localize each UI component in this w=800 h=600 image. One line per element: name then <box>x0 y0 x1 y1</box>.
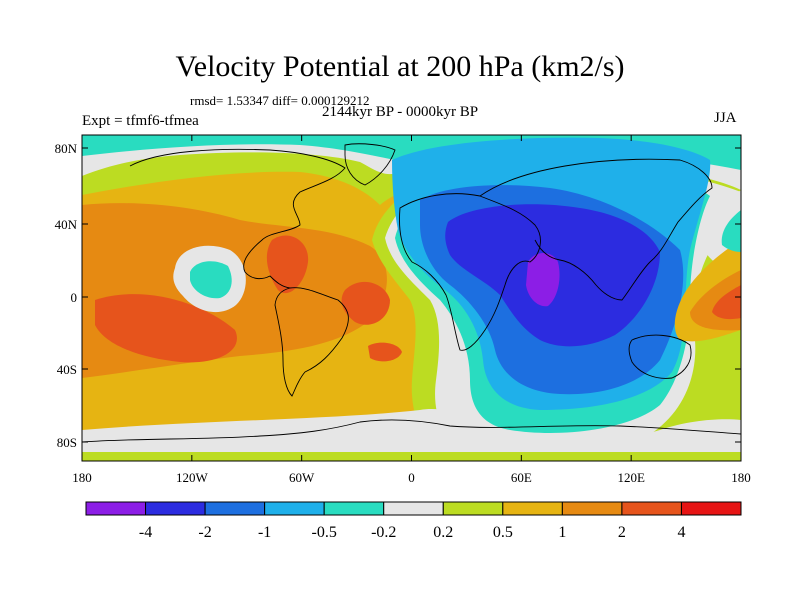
colorbar-swatch <box>323 501 385 516</box>
lat-tick-label: 80S <box>57 435 77 450</box>
lon-tick-label: 120E <box>617 470 645 485</box>
field-southatl-4 <box>368 342 402 362</box>
field-loop-teal <box>190 261 232 299</box>
colorbar-swatch <box>680 501 742 516</box>
field-wpac-4 <box>712 285 741 320</box>
colorbar-label: 4 <box>677 524 685 541</box>
colorbar-label: 0.2 <box>433 524 453 541</box>
coast-greenland <box>344 143 396 186</box>
colorbar-swatch <box>264 501 325 516</box>
colorbar-swatch <box>145 501 206 516</box>
field-wpac-teal <box>721 210 741 252</box>
figure-title: Velocity Potential at 200 hPa (km2/s) <box>175 50 625 83</box>
field-south-white <box>82 409 741 461</box>
colorbar-label: -2 <box>198 524 211 541</box>
coast-north-america <box>129 148 346 289</box>
colorbar-swatch <box>204 501 266 516</box>
colorbar-swatch <box>561 501 623 516</box>
experiment-label: Expt = tfmf6-tfmea <box>82 113 199 129</box>
lon-tick-label: 180 <box>72 470 92 485</box>
colorbar-label: -4 <box>139 524 152 541</box>
lat-tick-label: 80N <box>55 141 78 156</box>
colorbar-swatch <box>442 501 504 516</box>
colorbar-label: -0.5 <box>312 524 337 541</box>
lon-tick-label: 0 <box>408 470 415 485</box>
coast-australia <box>628 334 692 379</box>
season-label: JJA <box>714 110 737 126</box>
coast-south-america <box>274 287 349 397</box>
lat-tick-label: 40S <box>57 362 77 377</box>
lat-tick-label: 40N <box>55 217 78 232</box>
colorbar-label: 1 <box>558 524 566 541</box>
field-atlantic-4 <box>341 281 390 325</box>
field-west-4 <box>95 294 237 363</box>
lon-tick-label: 120W <box>176 470 209 485</box>
colorbar: -4 -2 -1 -0.5 -0.2 0.2 0.5 1 2 4 <box>85 501 742 541</box>
coast-antarctica <box>82 419 741 443</box>
colorbar-label: -1 <box>258 524 271 541</box>
colorbar-swatch <box>621 501 682 516</box>
colorbar-label: -0.2 <box>371 524 396 541</box>
rmsd-stats: rmsd= 1.53347 diff= 0.000129212 <box>190 93 370 108</box>
coastlines <box>82 143 741 443</box>
field-caribbean-4 <box>266 235 309 294</box>
coast-africa-europe <box>399 193 541 351</box>
colorbar-swatch <box>383 501 444 516</box>
lon-tick-label: 60W <box>289 470 315 485</box>
field-east-purple <box>526 253 560 307</box>
lat-tick-label: 0 <box>71 290 78 305</box>
period-label: 2144kyr BP - 0000kyr BP <box>322 104 479 120</box>
longitude-axis: 180 120W 60W 0 60E 120E 180 <box>72 135 751 485</box>
colorbar-label: 2 <box>618 524 626 541</box>
colorbar-swatch <box>502 501 563 516</box>
coast-asia <box>479 158 713 301</box>
colorbar-swatch <box>85 501 147 516</box>
latitude-axis: 80N 40N 0 40S 80S <box>55 141 741 450</box>
lon-tick-label: 60E <box>511 470 532 485</box>
lon-tick-label: 180 <box>731 470 751 485</box>
colorbar-label: 0.5 <box>493 524 513 541</box>
